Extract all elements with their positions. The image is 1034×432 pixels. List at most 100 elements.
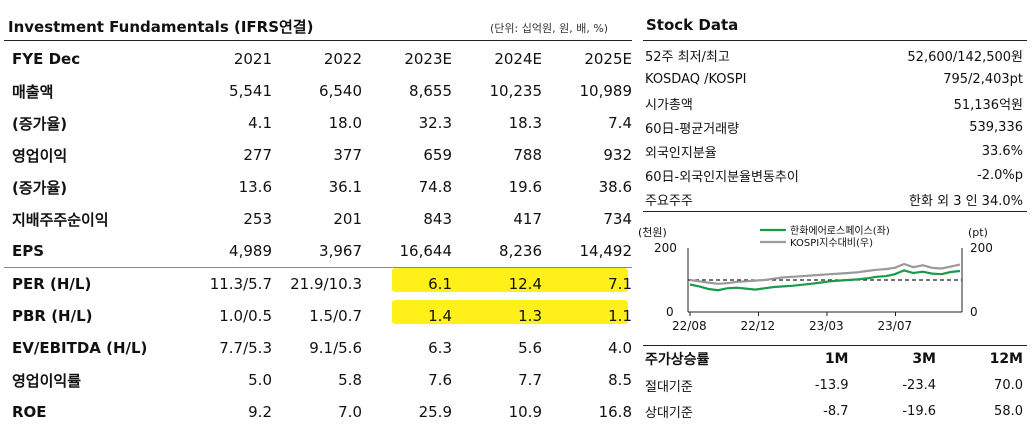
cell: 4.1	[248, 114, 272, 132]
table-row: (증가율) 13.6 36.1 74.8 19.6 38.6	[4, 171, 632, 203]
table-header-row: FYE Dec 2021 2022 2023E 2024E 2025E	[4, 43, 632, 75]
cell: 7.0	[338, 403, 362, 421]
cell: 74.8	[418, 178, 452, 196]
cell: 6,540	[319, 82, 362, 100]
header-cell: FYE Dec	[12, 50, 81, 68]
cell: 5.6	[518, 339, 542, 357]
stock-value: 51,136억원	[953, 97, 1023, 113]
table-header-row: 주가상승률 1M 3M 12M	[643, 346, 1027, 372]
cell: 5,541	[229, 82, 272, 100]
cell: -13.9	[814, 377, 849, 393]
cell: 788	[513, 146, 542, 164]
cell: 1.0/0.5	[219, 307, 272, 325]
header-cell: 2021	[233, 50, 272, 68]
x-tick-label: 22/12	[741, 319, 776, 333]
cell: 16,644	[399, 242, 453, 260]
cell: 32.3	[418, 114, 452, 132]
table-row: 60日-외국인지분율변동추이 -2.0%p	[643, 163, 1027, 187]
cell: 4,989	[229, 242, 272, 260]
stock-value: 795/2,403pt	[943, 71, 1023, 87]
cell: 7.1	[542, 267, 632, 300]
cell: 16.8	[598, 403, 632, 421]
row-label: 영업이익률	[12, 371, 82, 390]
stock-top-rule	[643, 40, 1027, 41]
cell: 7.4	[608, 114, 632, 132]
table-row: (증가율) 4.1 18.0 32.3 18.3 7.4	[4, 107, 632, 139]
right-tick-label: 200	[970, 241, 993, 255]
cell: 13.6	[238, 178, 272, 196]
header-cell: 1M	[824, 351, 849, 367]
row-label: PER (H/L)	[4, 267, 182, 300]
cell: 18.0	[328, 114, 362, 132]
row-label: EPS	[12, 242, 45, 260]
stock-key: 외국인지분율	[645, 145, 717, 161]
pbr-highlight	[392, 300, 628, 324]
header-cell: 3M	[912, 351, 936, 367]
cell: -23.4	[902, 377, 936, 393]
performance-table: 주가상승률 1M 3M 12M 절대기준 -13.9 -23.4 70.0 상대…	[643, 346, 1027, 424]
cell: 3,967	[319, 242, 362, 260]
legend-box	[756, 222, 956, 248]
cell: -19.6	[902, 403, 936, 419]
cell: 1.4	[428, 307, 452, 325]
table-row: 주요주주 한화 외 3 인 34.0%	[643, 187, 1027, 212]
cell: 36.1	[328, 178, 362, 196]
perf-top-rule	[643, 345, 1027, 346]
cell: 1.1	[608, 307, 632, 325]
row-label: ROE	[12, 403, 47, 421]
stock-key: KOSDAQ /KOSPI	[645, 71, 747, 87]
row-label: 상대기준	[645, 405, 693, 421]
cell: 7.6	[428, 371, 452, 389]
cell: 4.0	[608, 339, 632, 357]
stock-data-table: 52주 최저/최고 52,600/142,500원 KOSDAQ /KOSPI 79…	[643, 43, 1027, 212]
x-tick-label: 23/07	[878, 319, 913, 333]
header-cell: 2024E	[494, 50, 542, 68]
row-label: 절대기준	[645, 379, 693, 395]
table-row: 영업이익 277 377 659 788 932	[4, 139, 632, 171]
fundamentals-table: FYE Dec 2021 2022 2023E 2024E 2025E 매출액 …	[4, 43, 632, 428]
cell: 6.1	[362, 267, 452, 300]
header-cell: 12M	[989, 351, 1023, 367]
table-row: 절대기준 -13.9 -23.4 70.0	[643, 372, 1027, 398]
row-label: 영업이익	[12, 146, 68, 165]
cell: 38.6	[598, 178, 632, 196]
series-line	[689, 262, 961, 285]
row-label: (증가율)	[12, 178, 68, 197]
table-row: 영업이익률 5.0 5.8 7.6 7.7 8.5	[4, 364, 632, 396]
table-row: 시가총액 51,136억원	[643, 91, 1027, 115]
cell: 21.9/10.3	[272, 267, 362, 300]
cell: 8,655	[409, 82, 452, 100]
cell: 12.4	[452, 267, 542, 300]
row-label: 지배주주순이익	[12, 210, 109, 229]
x-tick-label: 23/03	[809, 319, 844, 333]
series-line	[689, 269, 961, 292]
stock-value: 52,600/142,500원	[907, 49, 1023, 65]
cell: 843	[423, 210, 452, 228]
row-label: (증가율)	[12, 114, 68, 133]
cell: 417	[513, 210, 542, 228]
table-row: 상대기준 -8.7 -19.6 58.0	[643, 398, 1027, 424]
cell: 1.3	[518, 307, 542, 325]
cell: 6.3	[428, 339, 452, 357]
header-cell: 2022	[323, 50, 362, 68]
row-label: 매출액	[12, 82, 54, 101]
stock-key: 52주 최저/최고	[645, 49, 730, 65]
legend-label: 한화에어로스페이스(좌)	[790, 225, 890, 237]
table-row: ROE 9.2 7.0 25.9 10.9 16.8	[4, 396, 632, 428]
x-tick-label: 22/08	[672, 319, 707, 333]
cell: 277	[243, 146, 272, 164]
cell: 14,492	[579, 242, 633, 260]
left-tick-label: 0	[666, 305, 674, 319]
cell: 201	[333, 210, 362, 228]
stock-key: 60日-평균거래량	[645, 121, 740, 137]
header-cell: 주가상승률	[645, 352, 710, 368]
cell: 58.0	[994, 403, 1023, 419]
fund-unit: (단위: 십억원, 원, 배, %)	[490, 22, 609, 35]
cell: 734	[603, 210, 632, 228]
right-axis-label: (pt)	[968, 226, 988, 239]
stock-key: 시가총액	[645, 97, 693, 113]
stock-value: -2.0%p	[977, 167, 1023, 183]
stock-key: 주요주주	[643, 187, 861, 212]
cell: 19.6	[508, 178, 542, 196]
